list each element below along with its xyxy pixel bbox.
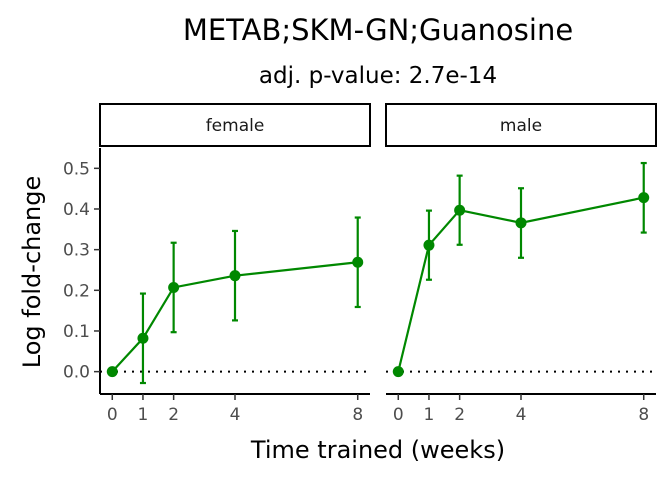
strip-box-female <box>99 103 371 147</box>
x-axis-title: Time trained (weeks) <box>250 436 505 464</box>
x-tick-label: 4 <box>516 405 527 425</box>
x-tick-label: 4 <box>230 405 241 425</box>
data-point <box>454 204 466 216</box>
strip-box-male <box>385 103 657 147</box>
data-point <box>106 366 118 378</box>
strip-label-female: female <box>206 116 265 136</box>
data-point <box>168 281 180 293</box>
y-tick-label: 0.2 <box>63 281 90 301</box>
y-tick-label: 0.3 <box>63 241 90 261</box>
chart-subtitle: adj. p-value: 2.7e-14 <box>259 63 497 89</box>
strip-label-male: male <box>500 116 542 136</box>
x-tick-label: 0 <box>107 405 118 425</box>
x-tick-label: 1 <box>424 405 435 425</box>
x-tick-label: 2 <box>454 405 465 425</box>
x-tick-label: 8 <box>638 405 649 425</box>
data-point <box>515 217 527 229</box>
panel-male: male 0 1 2 4 8 <box>385 103 657 425</box>
x-tick-label: 0 <box>393 405 404 425</box>
data-point <box>392 366 404 378</box>
y-tick-label: 0.1 <box>63 322 90 342</box>
chart-title: METAB;SKM-GN;Guanosine <box>183 13 573 47</box>
data-point <box>638 192 650 204</box>
panel-female: female 0 1 2 4 8 0.0 0.1 0.2 0.3 0.4 0.5 <box>63 103 371 425</box>
data-point <box>137 332 149 344</box>
y-tick-label: 0.5 <box>63 159 90 179</box>
x-tick-label: 2 <box>168 405 179 425</box>
y-tick-label: 0.4 <box>63 200 90 220</box>
x-tick-label: 8 <box>352 405 363 425</box>
y-tick-label: 0.0 <box>63 363 90 383</box>
data-point <box>423 239 435 251</box>
data-point <box>229 270 241 282</box>
x-tick-label: 1 <box>138 405 149 425</box>
y-axis-title: Log fold-change <box>18 176 46 369</box>
data-point <box>352 256 364 268</box>
